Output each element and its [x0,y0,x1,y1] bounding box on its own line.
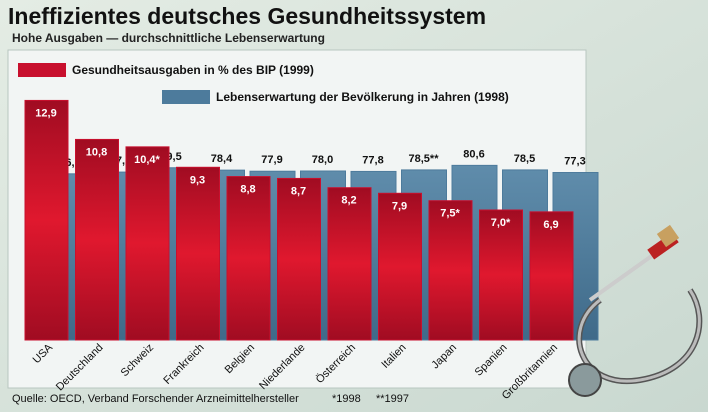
value-label: 7,0* [491,217,511,229]
bar [125,146,170,341]
bar [378,192,422,341]
bar [327,187,372,341]
value-label: 10,8 [86,146,107,158]
bar [479,209,523,341]
value-label: 78,4 [211,153,233,165]
value-label: 77,3 [564,156,585,168]
value-label: 78,0 [312,154,333,166]
bar [226,176,271,341]
legend-swatch [162,90,210,104]
note: *1998 [332,393,361,405]
value-label: 8,8 [240,184,255,196]
value-label: 8,7 [291,185,306,197]
value-label: 77,9 [261,154,282,166]
source: Quelle: OECD, Verband Forschender Arznei… [12,393,299,405]
value-label: 78,5** [409,153,440,165]
value-label: 8,2 [341,195,356,207]
value-label: 77,8 [362,154,383,166]
bar [277,177,321,341]
bar [24,99,69,341]
value-label: 7,5* [440,208,460,220]
value-label: 9,3 [190,174,205,186]
bar [176,166,220,341]
value-label: 78,5 [514,153,535,165]
bar [428,200,473,341]
legend-label: Lebenserwartung der Bevölkerung in Jahre… [216,90,509,104]
value-label: 6,9 [543,219,558,231]
legend-label: Gesundheitsausgaben in % des BIP (1999) [72,63,314,77]
value-label: 12,9 [35,107,56,119]
bar [529,211,574,341]
value-label: 80,6 [463,148,484,160]
chart-subtitle: Hohe Ausgaben — durchschnittliche Lebens… [12,31,325,45]
chart-title: Ineffizientes deutsches Gesundheitssyste… [8,3,486,29]
stethoscope [568,224,703,397]
bar [75,138,119,341]
legend-swatch [18,63,66,77]
note: **1997 [376,393,409,405]
value-label: 10,4* [134,154,160,166]
value-label: 7,9 [392,200,407,212]
